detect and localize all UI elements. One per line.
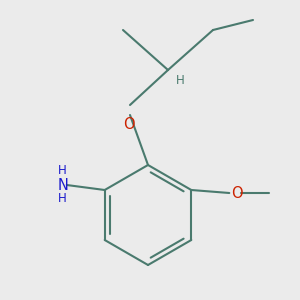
- Text: H: H: [58, 164, 67, 178]
- Text: O: O: [123, 117, 135, 132]
- Text: H: H: [176, 74, 185, 86]
- Text: O: O: [231, 185, 243, 200]
- Text: N: N: [57, 178, 68, 193]
- Text: H: H: [58, 193, 67, 206]
